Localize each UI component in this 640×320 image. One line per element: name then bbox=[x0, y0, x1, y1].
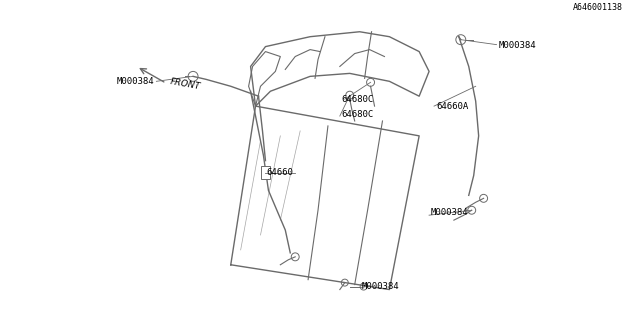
Text: M000384: M000384 bbox=[431, 208, 468, 217]
Text: 64660: 64660 bbox=[266, 168, 293, 177]
Text: 64680C: 64680C bbox=[342, 95, 374, 104]
FancyBboxPatch shape bbox=[260, 166, 271, 180]
Text: A646001138: A646001138 bbox=[572, 3, 623, 12]
Text: 64680C: 64680C bbox=[342, 109, 374, 118]
Text: M000384: M000384 bbox=[499, 41, 536, 50]
Text: 64660A: 64660A bbox=[436, 102, 468, 111]
Text: FRONT: FRONT bbox=[169, 77, 201, 92]
Text: M000384: M000384 bbox=[362, 282, 399, 291]
Text: M000384: M000384 bbox=[116, 77, 154, 86]
